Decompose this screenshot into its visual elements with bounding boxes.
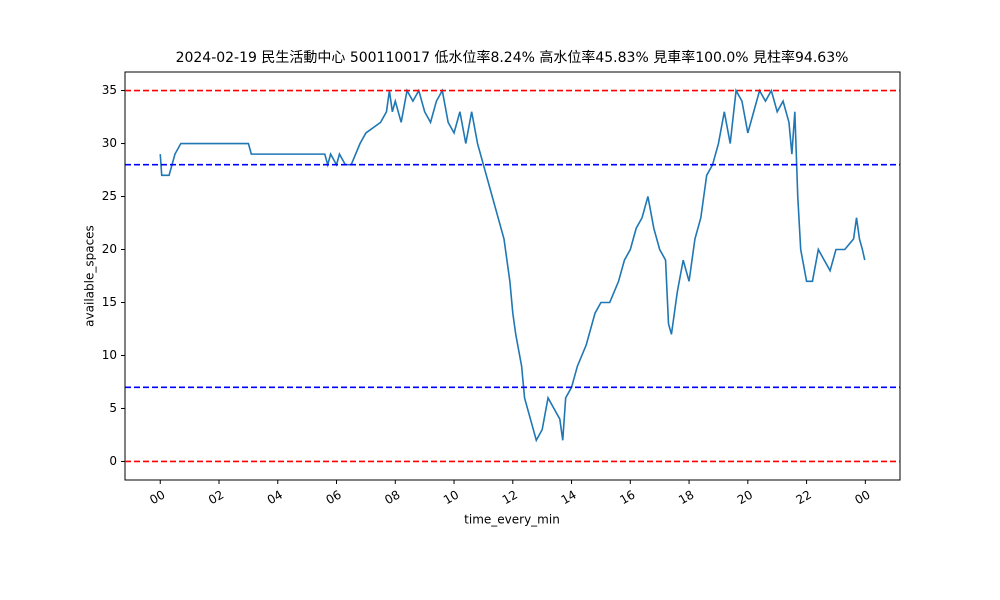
y-tick-label: 25 bbox=[102, 189, 117, 203]
y-tick-label: 30 bbox=[102, 136, 117, 150]
x-tick-label: 10 bbox=[441, 488, 461, 508]
x-tick-label: 18 bbox=[676, 488, 696, 508]
x-tick-label: 14 bbox=[559, 488, 579, 508]
x-tick-label: 06 bbox=[324, 488, 344, 508]
x-tick-label: 02 bbox=[206, 488, 226, 508]
x-tick-label: 16 bbox=[617, 488, 637, 508]
data-line bbox=[159, 87, 866, 443]
y-tick-label: 0 bbox=[109, 454, 117, 468]
plot-frame bbox=[124, 71, 901, 481]
x-tick-label: 04 bbox=[265, 488, 285, 508]
x-tick-label: 22 bbox=[794, 488, 814, 508]
x-tick-label: 12 bbox=[500, 488, 520, 508]
y-tick-label: 20 bbox=[102, 242, 117, 256]
x-tick-label: 08 bbox=[382, 488, 402, 508]
y-tick-label: 35 bbox=[102, 83, 117, 97]
x-tick-label: 00 bbox=[147, 488, 167, 508]
x-tick-label: 20 bbox=[735, 488, 755, 508]
y-axis-label: available_spaces bbox=[83, 225, 97, 327]
y-tick-label: 5 bbox=[109, 401, 117, 415]
x-tick-label: 00 bbox=[852, 488, 872, 508]
x-axis-label: time_every_min bbox=[464, 513, 560, 527]
y-tick-label: 10 bbox=[102, 348, 117, 362]
y-tick-label: 15 bbox=[102, 295, 117, 309]
chart-title: 2024-02-19 民生活動中心 500110017 低水位率8.24% 高水… bbox=[176, 49, 849, 66]
